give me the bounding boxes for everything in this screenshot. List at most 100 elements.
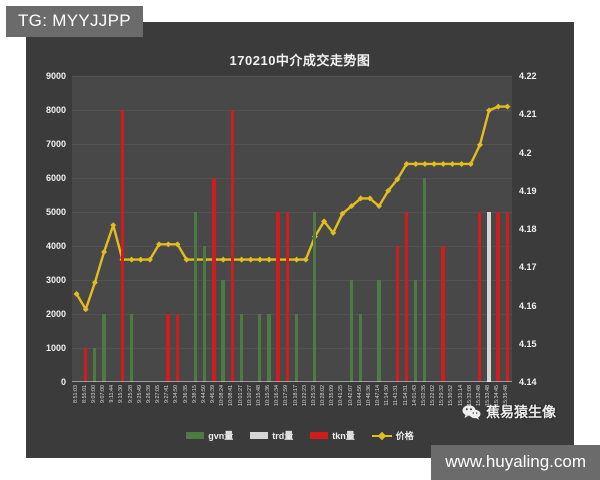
chart-card: 170210中介成交走势图 0 1000 2000 3000 4000 5000 6000 7… — [26, 22, 574, 458]
x-axis-tick: 9:27:05 — [155, 385, 162, 403]
x-axis-tick: 9:38:15 — [191, 385, 198, 403]
x-axis-tick: 9:34:50 — [173, 385, 180, 403]
price-marker — [293, 256, 300, 263]
x-axis-tick: 15:22:02 — [430, 385, 437, 406]
price-marker — [101, 248, 108, 255]
x-axis-tick: 10:25:32 — [311, 385, 318, 406]
bar-gvn — [423, 178, 427, 382]
price-line-series — [73, 103, 511, 313]
bar-tkn — [120, 110, 124, 382]
price-marker — [238, 256, 245, 263]
bar-tkn — [166, 314, 170, 382]
x-axis-tick: 15:29:32 — [439, 385, 446, 406]
x-axis-tick: 10:15:36 — [265, 385, 272, 406]
x-axis-tick: 10:47:14 — [375, 385, 382, 406]
y-axis-right-tick: 4.21 — [519, 109, 537, 120]
price-marker — [321, 218, 328, 225]
y-axis-right-tick: 4.19 — [519, 185, 537, 196]
x-axis-tick: 9:26:39 — [146, 385, 153, 403]
x-axis-tick: 10:08:41 — [228, 385, 235, 406]
bar-tkn — [441, 246, 445, 382]
y-axis-right-tick: 4.17 — [519, 262, 537, 273]
x-axis-tick: 8:55:01 — [81, 385, 88, 403]
x-axis-tick: 11:54:31 — [402, 385, 409, 406]
site-url-badge: www.huyaling.com — [431, 445, 600, 480]
x-axis-tick: 11:41:31 — [393, 385, 400, 406]
bar-gvn — [129, 314, 134, 382]
price-marker — [449, 161, 456, 167]
bar-gvn — [377, 280, 381, 382]
bar-gvn — [102, 314, 106, 382]
wechat-icon — [462, 404, 481, 420]
price-marker — [467, 161, 474, 167]
x-axis-tick: 10:35:09 — [329, 385, 336, 406]
bar-tkn — [478, 212, 482, 382]
watermark-text: 蕉易猿生像 — [486, 405, 556, 421]
price-marker — [394, 176, 401, 183]
legend-item[interactable]: tkn量 — [310, 429, 355, 442]
gridline — [72, 178, 512, 179]
bar-tkn — [212, 178, 216, 382]
price-marker — [137, 256, 144, 263]
y-axis-right-tick: 4.14 — [519, 377, 537, 387]
bar-tkn — [285, 212, 289, 382]
x-axis-tick: 14:01:43 — [411, 385, 418, 406]
y-axis-left-tick: 9000 — [45, 71, 66, 81]
bar-tkn — [496, 212, 500, 382]
x-axis-tick: 10:42:07 — [347, 385, 354, 406]
bar-tkn — [404, 212, 409, 382]
bar-gvn — [221, 280, 225, 382]
x-axis-tick: 10:15:48 — [256, 385, 263, 406]
x-axis-tick: 10:08:24 — [219, 385, 226, 406]
bar-gvn — [203, 246, 207, 382]
price-marker — [431, 161, 438, 167]
y-axis-left-tick: 3000 — [45, 275, 66, 285]
x-axis-ticks: 8:51:03 8:55:01 9:03:00 9:07:00 9:11:44 9:15:… — [72, 382, 512, 426]
legend-item[interactable]: 价格 — [371, 429, 414, 442]
x-axis-tick: 9:11:44 — [109, 385, 116, 403]
legend-swatch — [310, 432, 329, 439]
legend-label: 价格 — [395, 431, 414, 441]
price-marker — [247, 256, 254, 263]
x-axis-tick: 9:27:41 — [164, 385, 171, 403]
legend-item[interactable]: trd量 — [250, 429, 293, 442]
legend-item[interactable]: gvn量 — [186, 429, 233, 442]
x-axis-tick: 9:25:49 — [136, 385, 143, 403]
x-axis-tick: 10:17:59 — [283, 385, 290, 406]
bar-tkn — [175, 314, 179, 382]
chart-title: 170210中介成交走势图 — [229, 53, 371, 68]
price-marker — [440, 161, 447, 167]
x-axis-tick: 10:28:02 — [320, 385, 327, 406]
watermark: 蕉易猿生像 — [462, 402, 556, 422]
x-axis-tick: 10:41:25 — [338, 385, 345, 406]
gridline — [72, 144, 512, 145]
legend-swatch — [250, 432, 269, 439]
gridline — [72, 348, 512, 349]
price-marker — [421, 161, 428, 167]
price-marker — [110, 222, 117, 229]
y-axis-right-tick: 4.15 — [519, 338, 537, 349]
x-axis-tick: 9:46:39 — [210, 385, 217, 403]
y-axis-left-tick: 6000 — [45, 173, 66, 183]
gridline — [72, 314, 512, 315]
y-axis-left-tick: 1000 — [45, 343, 66, 353]
bar-gvn — [349, 280, 354, 382]
bar-tkn — [230, 110, 234, 382]
price-marker — [504, 103, 511, 110]
gridline — [72, 280, 512, 281]
y-axis-left-tick: 4000 — [45, 241, 66, 251]
bar-gvn — [413, 280, 418, 382]
x-axis-tick: 10:18:17 — [292, 385, 299, 406]
gridline — [72, 76, 512, 77]
x-axis-tick: 15:02:35 — [421, 385, 428, 406]
price-marker — [330, 229, 337, 236]
bar-trd — [487, 212, 491, 382]
legend-swatch — [371, 432, 392, 439]
bar-gvn — [258, 314, 262, 382]
legend-label: trd量 — [272, 431, 294, 441]
price-marker — [128, 256, 135, 263]
bar-gvn — [239, 314, 244, 382]
price-marker — [266, 256, 273, 263]
legend-label: gvn量 — [208, 431, 234, 441]
x-axis-tick: 15:30:52 — [448, 385, 455, 406]
